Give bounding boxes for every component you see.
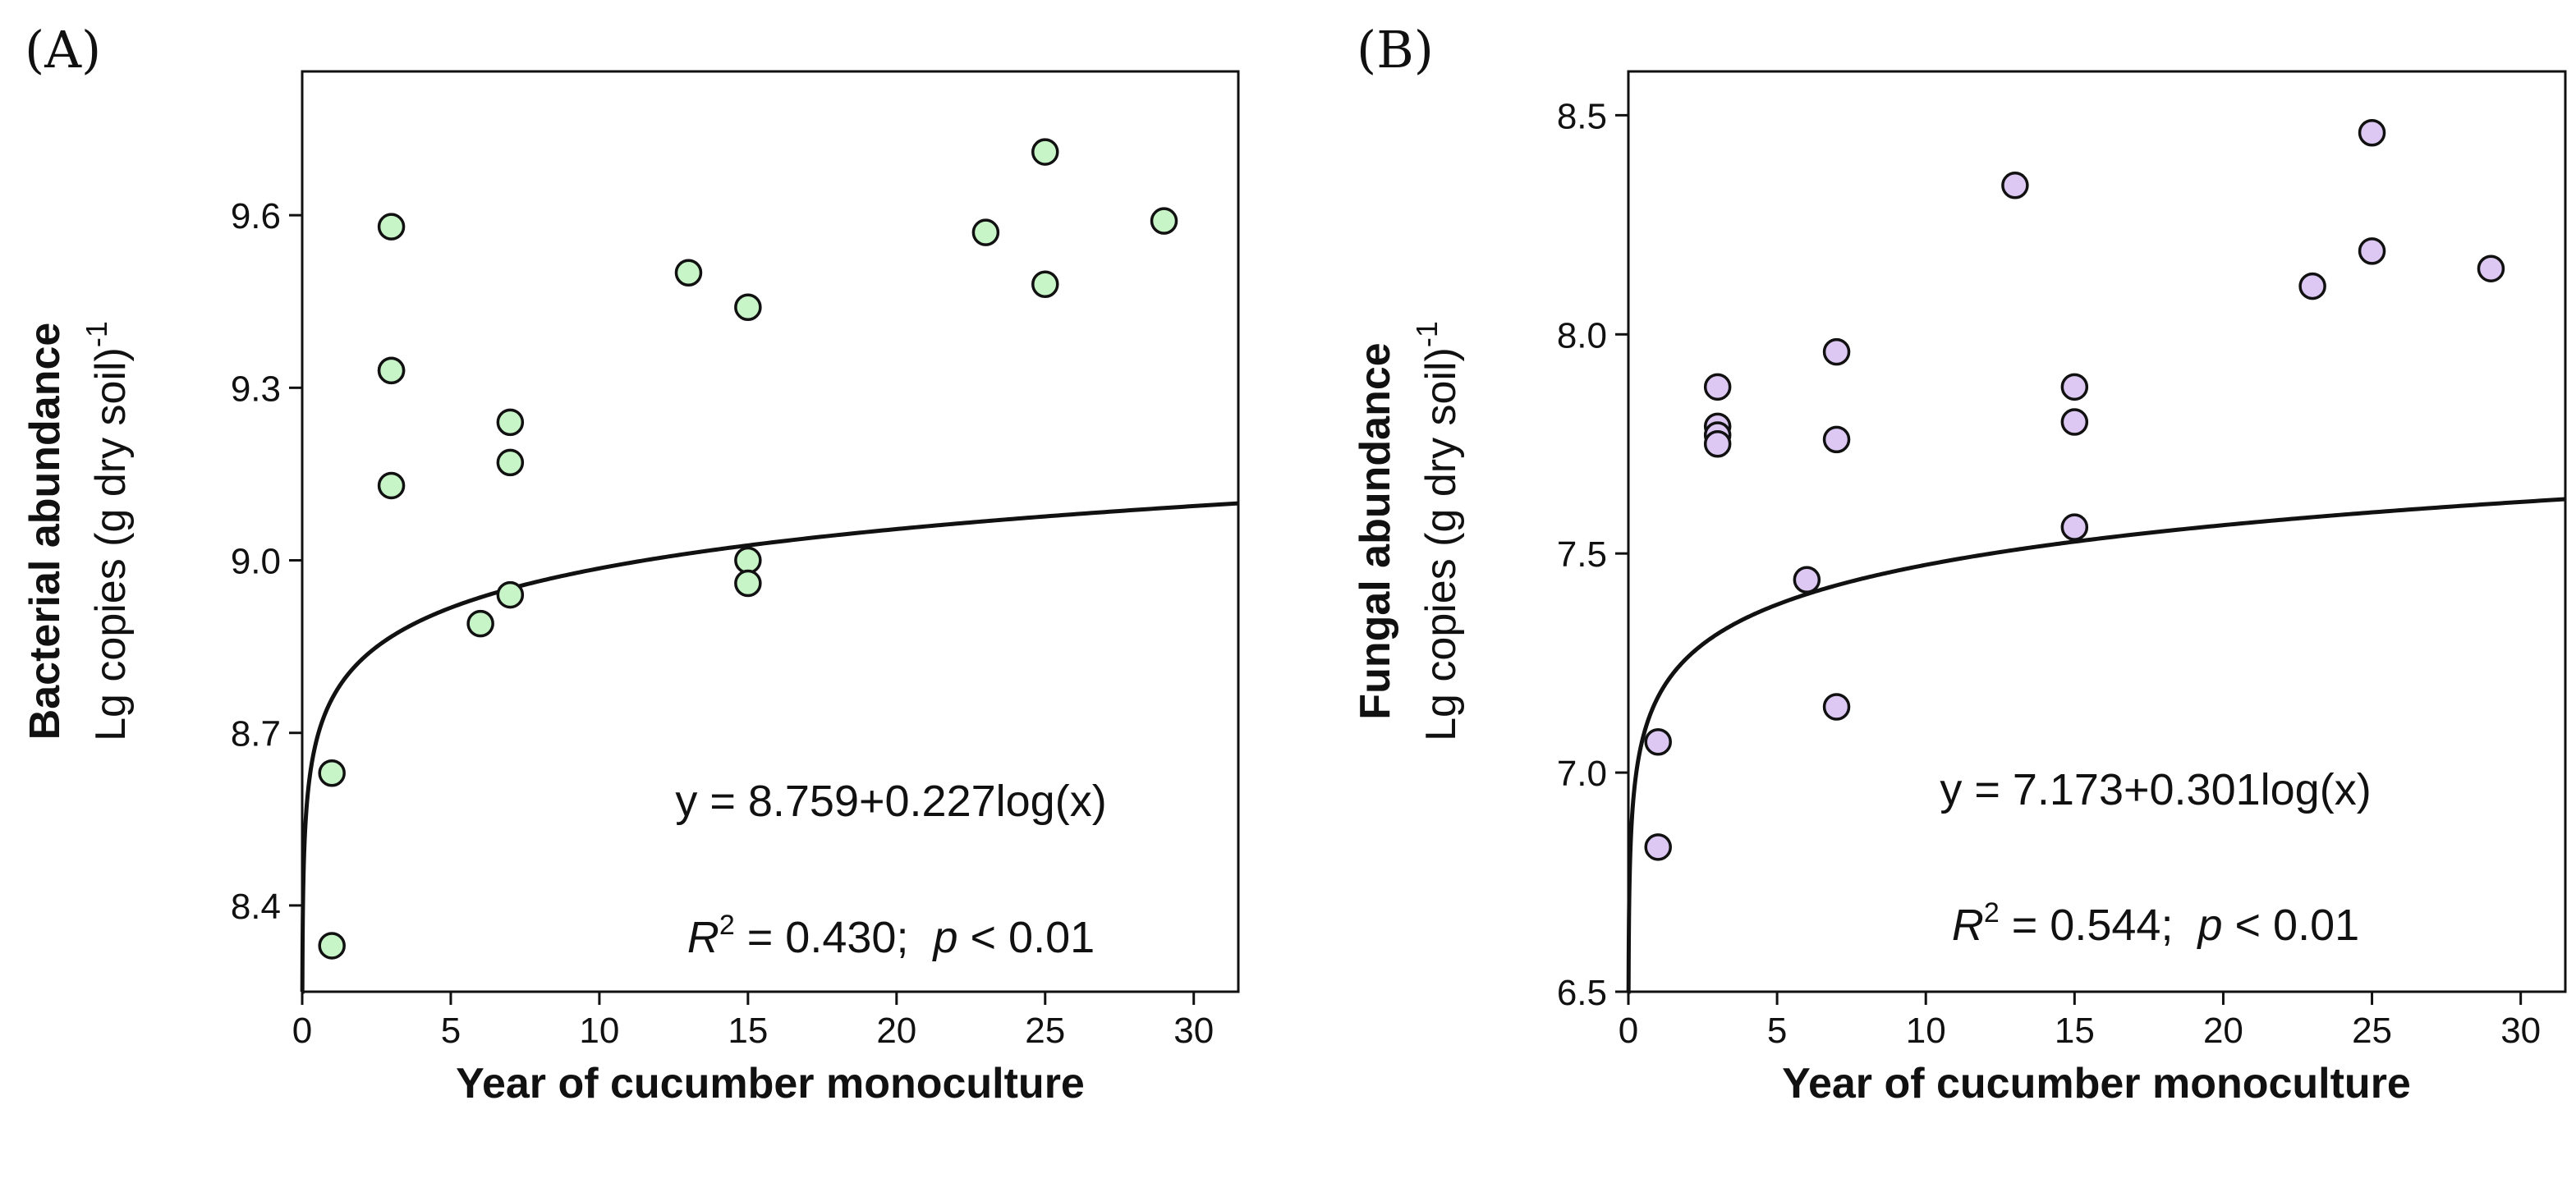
data-point: [1644, 833, 1672, 861]
data-point: [496, 408, 525, 437]
data-point: [496, 448, 525, 477]
y-tick-label: 9.0: [231, 542, 281, 582]
x-tick-label: 15: [728, 1011, 768, 1051]
y-axis-subtitle: Lg copies (g dry soil)-1: [80, 321, 135, 741]
x-tick-label: 0: [1619, 1011, 1638, 1051]
y-tick-label: 7.0: [1557, 754, 1607, 794]
data-point: [1031, 270, 1059, 298]
x-tick-label: 30: [1173, 1011, 1214, 1051]
data-point: [1150, 207, 1178, 235]
data-point: [1703, 429, 1732, 458]
data-point: [2060, 513, 2089, 541]
stats-label: R2 = 0.430; p < 0.01: [687, 910, 1095, 962]
stats-label: R2 = 0.544; p < 0.01: [1952, 897, 2359, 950]
y-tick-label: 6.5: [1557, 973, 1607, 1013]
y-axis-subtitle: Lg copies (g dry soil)-1: [1410, 321, 1465, 741]
r2-value: = 0.430;: [735, 913, 934, 962]
data-point: [377, 356, 406, 385]
x-tick-label: 20: [2203, 1011, 2243, 1051]
y-tick-label: 7.5: [1557, 534, 1607, 575]
chart-panel-b: (B) 0 5 10 15 20 25 30 6.5 7.0 7.5 8.0 8.5 y = 7.173+…: [1352, 20, 2567, 1107]
x-tick-label: 10: [1906, 1011, 1946, 1051]
r2-superscript: 2: [719, 910, 735, 941]
data-point: [2060, 373, 2089, 401]
fit-curve: [1626, 497, 2566, 994]
data-point: [2358, 118, 2386, 147]
r2-value: = 0.544;: [2000, 901, 2198, 950]
x-tick-label: 20: [876, 1011, 916, 1051]
r2-symbol: R: [1952, 901, 1984, 950]
equation-label: y = 8.759+0.227log(x): [675, 777, 1106, 826]
data-point: [1703, 373, 1732, 401]
y-tick-label: 8.7: [231, 714, 281, 754]
x-axis-title: Year of cucumber monoculture: [456, 1060, 1085, 1107]
data-point: [674, 259, 703, 287]
data-point: [734, 293, 762, 322]
data-point: [2298, 272, 2326, 300]
p-symbol: p: [2196, 901, 2222, 950]
data-point: [2001, 172, 2029, 199]
y-axis-unit-superscript: -1: [1410, 321, 1444, 347]
x-tick-label: 25: [2352, 1011, 2392, 1051]
y-tick-label: 8.5: [1557, 96, 1607, 136]
data-point: [1822, 693, 1851, 721]
data-point: [971, 218, 1000, 246]
x-axis-title: Year of cucumber monoculture: [1782, 1060, 2411, 1107]
x-tick-label: 5: [1767, 1011, 1787, 1051]
x-tick-label: 5: [441, 1011, 461, 1051]
data-point: [1644, 727, 1672, 756]
x-tick-label: 30: [2500, 1011, 2541, 1051]
data-point: [377, 213, 406, 241]
y-tick-label: 8.4: [231, 887, 281, 927]
r2-symbol: R: [687, 913, 719, 962]
plot-frame: [301, 70, 1240, 993]
data-point: [1822, 337, 1851, 366]
y-axis-unit-superscript: -1: [80, 321, 113, 347]
y-tick-label: 9.6: [231, 196, 281, 236]
y-tick-label: 9.3: [231, 369, 281, 409]
y-axis-title: Fungal abundance: [1352, 342, 1399, 719]
p-value: < 0.01: [2223, 901, 2360, 950]
data-point: [496, 580, 525, 609]
data-point: [1031, 138, 1059, 166]
data-point: [466, 609, 494, 638]
equation-label: y = 7.173+0.301log(x): [1940, 765, 2371, 814]
data-point: [2358, 237, 2386, 265]
data-point: [318, 759, 346, 787]
panel-label: (B): [1357, 20, 1434, 80]
x-tick-label: 10: [579, 1011, 619, 1051]
p-symbol: p: [931, 913, 957, 962]
plot-frame: [1627, 70, 2567, 993]
chart-panel-a: (A) 0 5 10 15 20 25 30 8.4 8.7 9.0 9.3 9.6 y = 8.759+…: [21, 20, 1240, 1107]
data-point: [734, 569, 762, 598]
p-value: < 0.01: [958, 913, 1095, 962]
data-point: [1822, 425, 1851, 454]
y-axis-unit: Lg copies (g dry soil): [1417, 347, 1465, 741]
data-point: [734, 546, 762, 575]
y-axis-title: Bacterial abundance: [21, 323, 69, 741]
data-point: [1793, 566, 1821, 594]
data-point: [2477, 254, 2505, 282]
x-tick-label: 15: [2055, 1011, 2095, 1051]
panel-label: (A): [25, 20, 101, 80]
x-tick-label: 0: [292, 1011, 312, 1051]
y-axis-unit: Lg copies (g dry soil): [87, 347, 135, 741]
data-point: [2060, 408, 2089, 436]
y-tick-label: 8.0: [1557, 315, 1607, 355]
data-point: [318, 932, 346, 960]
r2-superscript: 2: [1984, 897, 2000, 929]
data-point: [377, 471, 406, 500]
x-tick-label: 25: [1025, 1011, 1065, 1051]
